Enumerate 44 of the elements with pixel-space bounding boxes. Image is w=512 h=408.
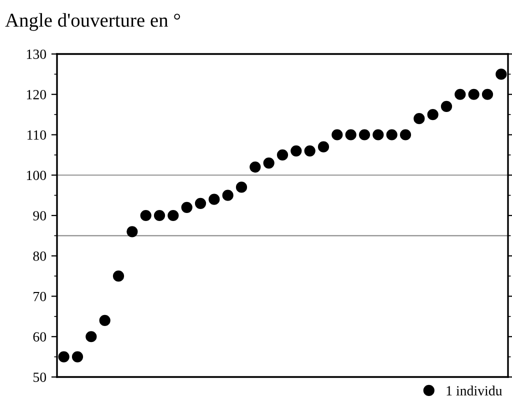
point xyxy=(58,351,70,362)
point xyxy=(332,129,343,140)
point xyxy=(276,149,288,160)
point xyxy=(263,157,274,169)
y-tick-label: 130 xyxy=(26,50,46,59)
point xyxy=(72,351,84,362)
y-tick-label: 50 xyxy=(34,372,46,382)
point xyxy=(454,88,466,100)
point xyxy=(440,100,452,112)
point xyxy=(427,109,438,120)
point xyxy=(99,314,110,326)
point xyxy=(400,129,412,140)
point xyxy=(194,198,206,209)
point xyxy=(318,141,330,152)
point xyxy=(222,190,234,201)
point xyxy=(372,129,384,140)
y-tick-label: 90 xyxy=(33,211,46,220)
point xyxy=(86,331,97,342)
y-tick-label: 60 xyxy=(33,332,46,342)
point xyxy=(236,182,248,193)
chart-title: Angle d'ouverture en ° xyxy=(5,13,180,31)
point xyxy=(414,113,425,124)
point xyxy=(208,194,220,205)
legend-label: 1 individu xyxy=(446,386,502,396)
point xyxy=(345,129,356,140)
y-tick-label: 100 xyxy=(26,170,46,180)
y-tick-label: 80 xyxy=(33,251,46,261)
point xyxy=(126,226,138,238)
point xyxy=(250,161,261,173)
y-tick-label: 70 xyxy=(34,292,46,302)
point xyxy=(140,210,152,222)
point xyxy=(468,88,480,100)
y-tick-label: 110 xyxy=(27,130,46,140)
point xyxy=(168,210,179,222)
point xyxy=(386,129,398,140)
point xyxy=(482,88,494,100)
point xyxy=(290,145,302,156)
point xyxy=(154,210,166,222)
point xyxy=(358,129,370,140)
point xyxy=(181,202,192,213)
y-tick-label: 120 xyxy=(26,90,46,100)
point xyxy=(304,145,316,156)
point xyxy=(112,270,124,282)
point xyxy=(496,68,507,80)
